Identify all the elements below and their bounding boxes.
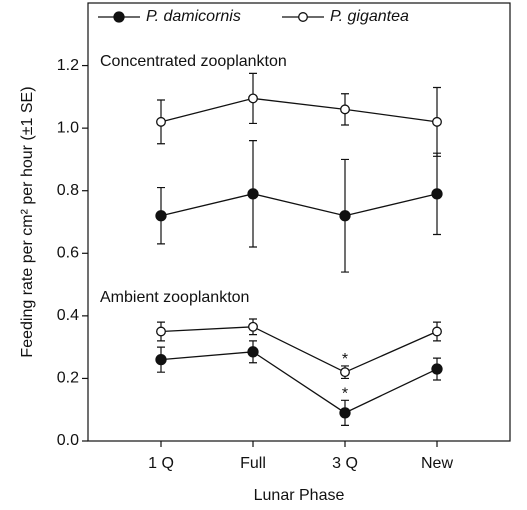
- data-point: [431, 363, 443, 375]
- x-tick-label: Full: [240, 455, 266, 472]
- data-point: [339, 407, 351, 419]
- series-line: [160, 326, 438, 373]
- series-line: [160, 193, 438, 217]
- data-point: [156, 116, 166, 127]
- y-tick-label: 0.8: [57, 182, 79, 199]
- data-point: [155, 354, 167, 366]
- data-point: [248, 93, 258, 104]
- data-point: [432, 116, 442, 127]
- data-point: [432, 326, 442, 337]
- annotation: *: [342, 351, 348, 368]
- condition-label: Concentrated zooplankton: [100, 53, 287, 70]
- data-point: [247, 346, 259, 358]
- condition-label: Ambient zooplankton: [100, 289, 249, 306]
- x-tick-label: New: [421, 455, 453, 472]
- y-tick-label: 0.6: [57, 245, 79, 262]
- data-point: [156, 326, 166, 337]
- x-tick-label: 1 Q: [148, 455, 174, 472]
- y-tick-label: 1.2: [57, 57, 79, 74]
- plot-frame: [87, 2, 511, 442]
- y-tick-label: 0.4: [57, 307, 79, 324]
- annotation: *: [342, 386, 348, 403]
- data-point: [339, 210, 351, 222]
- legend-label: P. damicornis: [146, 8, 241, 25]
- legend-label: P. gigantea: [330, 8, 409, 25]
- y-tick-label: 1.0: [57, 119, 79, 136]
- x-tick-label: 3 Q: [332, 455, 358, 472]
- data-point: [155, 210, 167, 222]
- series-line: [160, 97, 438, 123]
- data-point: [340, 104, 350, 115]
- data-point: [431, 188, 443, 200]
- y-axis-label: Feeding rate per cm² per hour (±1 SE): [19, 86, 36, 357]
- data-point: [247, 188, 259, 200]
- legend-marker: [298, 12, 308, 22]
- y-tick-label: 0.2: [57, 370, 79, 387]
- series-line: [160, 351, 438, 414]
- y-tick-label: 0.0: [57, 432, 79, 449]
- legend-marker: [113, 11, 125, 23]
- data-point: [340, 367, 350, 378]
- data-point: [248, 321, 258, 332]
- x-axis-label: Lunar Phase: [254, 487, 345, 504]
